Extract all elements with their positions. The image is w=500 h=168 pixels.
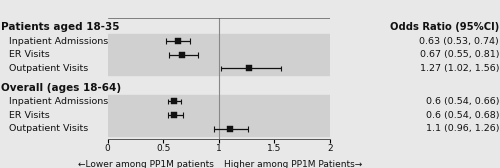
Text: Patients aged 18-35: Patients aged 18-35 — [1, 22, 120, 32]
Text: 1.27 (1.02, 1.56): 1.27 (1.02, 1.56) — [420, 64, 499, 73]
Bar — [108, 95, 330, 108]
Text: ER Visits: ER Visits — [9, 111, 50, 120]
Text: Outpatient Visits: Outpatient Visits — [9, 64, 88, 73]
Text: Odds Ratio (95%CI): Odds Ratio (95%CI) — [390, 22, 499, 32]
Bar — [108, 48, 330, 62]
Text: 0.63 (0.53, 0.74): 0.63 (0.53, 0.74) — [419, 36, 499, 46]
Text: Inpatient Admissions: Inpatient Admissions — [9, 36, 108, 46]
Text: Higher among PP1M Patients→: Higher among PP1M Patients→ — [224, 160, 362, 168]
Text: 0.6 (0.54, 0.68): 0.6 (0.54, 0.68) — [426, 111, 499, 120]
Text: Overall (ages 18-64): Overall (ages 18-64) — [1, 83, 121, 93]
Text: 0.67 (0.55, 0.81): 0.67 (0.55, 0.81) — [420, 50, 499, 59]
Bar — [108, 108, 330, 122]
Text: Outpatient Visits: Outpatient Visits — [9, 124, 88, 134]
Text: Inpatient Admissions: Inpatient Admissions — [9, 97, 108, 106]
Text: ER Visits: ER Visits — [9, 50, 50, 59]
Bar — [108, 62, 330, 75]
Text: 1.1 (0.96, 1.26): 1.1 (0.96, 1.26) — [426, 124, 499, 134]
Text: ←Lower among PP1M patients: ←Lower among PP1M patients — [78, 160, 214, 168]
Text: 0.6 (0.54, 0.66): 0.6 (0.54, 0.66) — [426, 97, 499, 106]
Bar — [108, 122, 330, 136]
Bar — [108, 34, 330, 48]
